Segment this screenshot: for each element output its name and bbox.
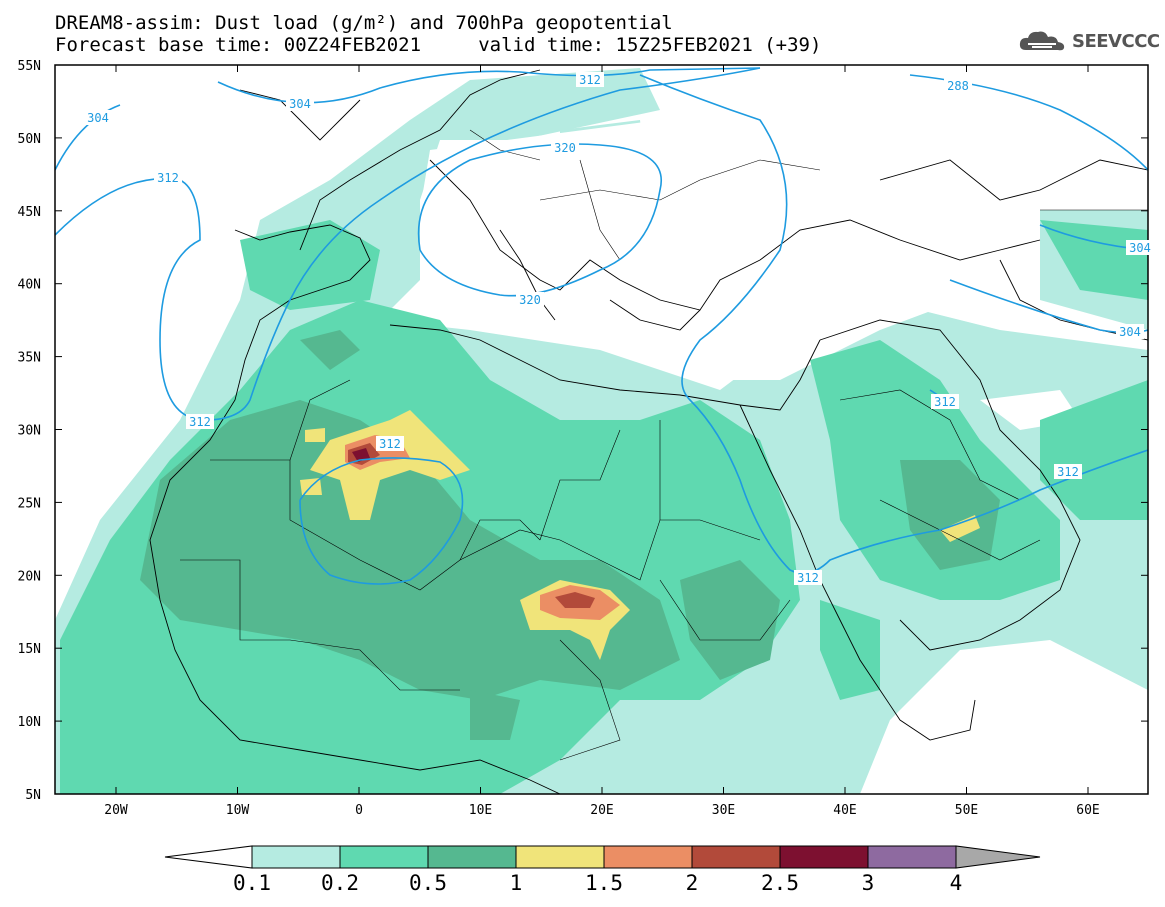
contour-label: 320 [519,293,541,307]
colorbar: 0.1 0.2 0.5 1 1.5 2 2.5 3 4 [164,845,1041,895]
colorbar-segment [515,845,605,869]
latitude-label: 45N [18,205,41,220]
longitude-label: 20E [590,803,613,818]
colorbar-tick-label: 0.1 [233,871,271,895]
colorbar-left-triangle [164,845,253,869]
longitude-label: 10W [226,803,250,818]
colorbar-tick-label: 2.5 [761,871,799,895]
contour-label: 312 [934,395,956,409]
country-borders [180,129,1148,761]
latitude-label: 25N [18,496,41,511]
colorbar-segment [251,845,341,869]
latitude-label: 30N [18,424,41,439]
latitude-label: 5N [25,788,41,803]
latitude-label: 40N [18,278,41,293]
dust-field [55,65,1148,794]
latitude-label: 55N [18,59,41,74]
dust-region-yellow [310,410,470,520]
longitude-label: 20W [104,803,128,818]
contour-labels: 312 304 320 304 312 312 312 320 312 312 304 312 288 3… [84,72,1154,585]
contour-label: 304 [289,97,311,111]
seevccc-logo: SEEVCCC [1018,28,1160,54]
contour-label: 312 [797,571,819,585]
latitude-label: 35N [18,351,41,366]
logo-text: SEEVCCC [1072,30,1160,52]
contour-label: 320 [554,141,576,155]
longitude-label: 30E [712,803,735,818]
colorbar-segment [603,845,693,869]
colorbar-tick-label: 3 [862,871,875,895]
longitude-label: 60E [1076,803,1099,818]
colorbar-tick-label: 1 [510,871,523,895]
contour-label: 312 [1057,465,1079,479]
latitude-label: 50N [18,132,41,147]
colorbar-segment [867,845,957,869]
cloud-icon [1019,31,1065,51]
colorbar-segment [339,845,429,869]
colorbar-right-triangle [955,845,1041,869]
longitude-label: 50E [955,803,978,818]
colorbar-tick-label: 1.5 [585,871,623,895]
latitude-label: 15N [18,642,41,657]
contour-label: 304 [87,111,109,125]
dust-region-maroon [352,448,370,462]
coastlines [149,69,1148,794]
colorbar-segment [427,845,517,869]
latitude-labels: 55N 50N 45N 40N 35N 30N 25N 20N 15N 10N 5N [18,59,41,803]
latitude-label: 20N [18,569,41,584]
contour-label: 304 [1129,241,1151,255]
map-subtitle: Forecast base time: 00Z24FEB2021 valid t… [55,34,822,56]
longitude-label: 0 [355,803,363,818]
contour-label: 304 [1119,325,1141,339]
colorbar-tick-label: 0.5 [409,871,447,895]
colorbar-segment [779,845,869,869]
map-title: DREAM8-assim: Dust load (g/m²) and 700hP… [55,12,673,34]
colorbar-tick-label: 2 [686,871,699,895]
contour-label: 288 [947,79,969,93]
longitude-labels: 20W 10W 0 10E 20E 30E 40E 50E 60E [104,803,1099,818]
longitude-label: 10E [469,803,492,818]
contour-label: 312 [379,437,401,451]
colorbar-tick-label: 4 [950,871,963,895]
contour-label: 312 [189,415,211,429]
colorbar-tick-label: 0.2 [321,871,359,895]
contour-label: 312 [157,171,179,185]
latitude-label: 10N [18,715,41,730]
colorbar-segment [691,845,781,869]
longitude-label: 40E [833,803,856,818]
contour-label: 312 [579,73,601,87]
